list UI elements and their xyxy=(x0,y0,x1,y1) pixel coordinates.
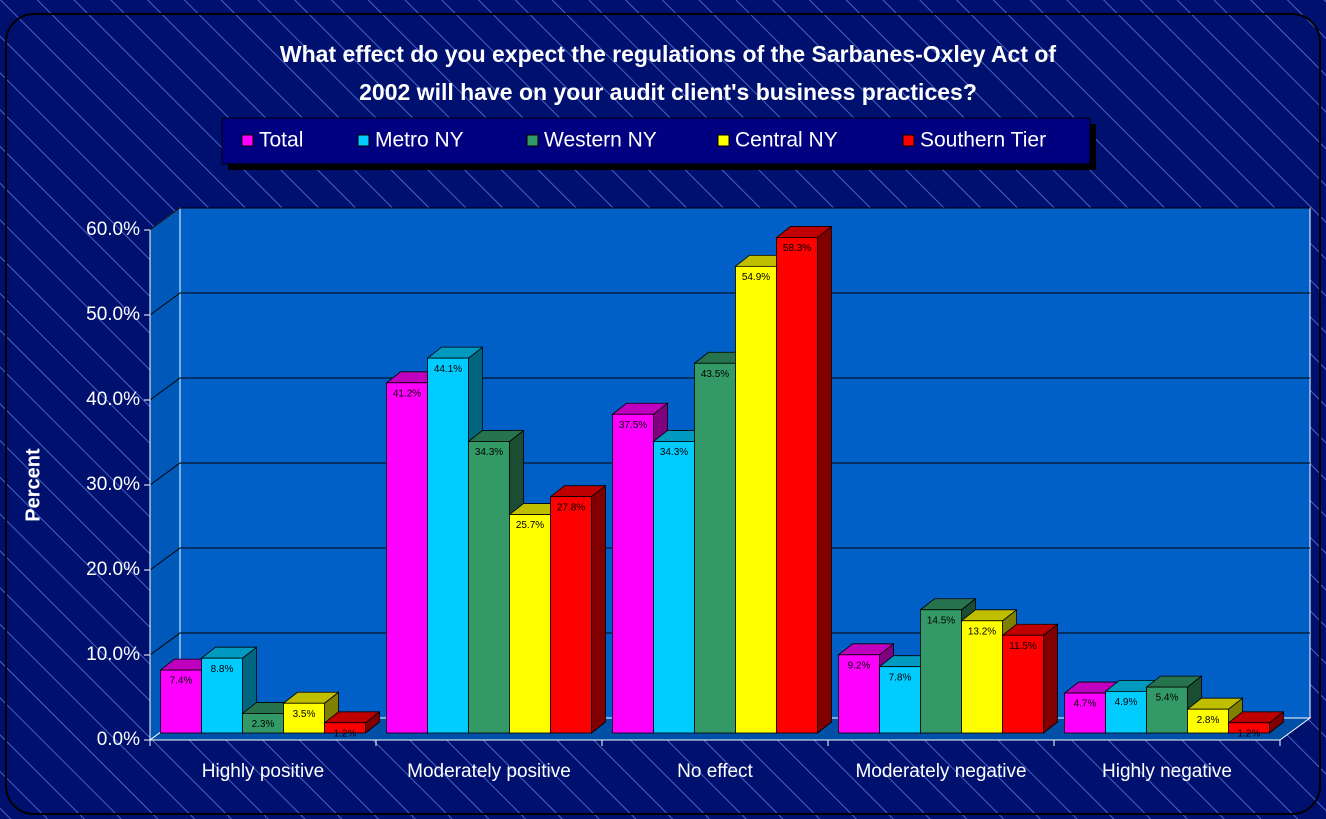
data-label: 58.3% xyxy=(783,243,811,254)
legend-label: Central NY xyxy=(735,129,838,152)
bar-front xyxy=(283,702,325,734)
data-label: 54.9% xyxy=(742,272,770,283)
legend-swatch xyxy=(526,134,539,147)
bar-front xyxy=(1002,634,1044,734)
bar xyxy=(775,225,833,734)
bar-front xyxy=(1146,686,1188,734)
x-tick-label: Moderately negative xyxy=(855,761,1026,782)
data-label: 8.8% xyxy=(211,664,234,675)
bar xyxy=(919,597,977,734)
y-tick-label: 50.0% xyxy=(86,304,140,325)
bar-front xyxy=(386,382,428,734)
bar-side xyxy=(1043,623,1058,734)
y-tick-label: 60.0% xyxy=(86,219,140,240)
data-label: 2.8% xyxy=(1197,715,1220,726)
chart-title: What effect do you expect the regulation… xyxy=(280,41,1057,67)
grid-line xyxy=(149,547,1310,571)
data-label: 9.2% xyxy=(848,660,871,671)
bar-front xyxy=(961,620,1003,734)
bar-front xyxy=(1105,690,1147,734)
y-tick-label: 0.0% xyxy=(97,729,140,750)
data-label: 4.9% xyxy=(1115,697,1138,708)
data-label: 5.4% xyxy=(1156,693,1179,704)
bar-front xyxy=(509,514,551,734)
data-label: 13.2% xyxy=(968,626,996,637)
bar-front xyxy=(1228,722,1270,734)
bar-front xyxy=(735,265,777,734)
legend-label: Southern Tier xyxy=(920,129,1046,152)
data-label: 1.2% xyxy=(1238,728,1261,739)
y-tick-label: 10.0% xyxy=(86,644,140,665)
data-label: 34.3% xyxy=(475,447,503,458)
bar-front xyxy=(838,654,880,734)
legend-label: Western NY xyxy=(544,129,657,152)
legend-swatch xyxy=(357,134,370,147)
legend-label: Metro NY xyxy=(375,129,464,152)
bar-front xyxy=(427,357,469,734)
bar-front xyxy=(694,362,736,734)
data-label: 34.3% xyxy=(660,447,688,458)
bar-front xyxy=(920,609,962,734)
bar-front xyxy=(468,441,510,734)
grid-line xyxy=(149,292,1310,316)
grid-line xyxy=(149,207,1310,231)
bar-front xyxy=(612,413,654,734)
legend-swatch xyxy=(717,134,730,147)
data-label: 43.5% xyxy=(701,369,729,380)
bar-front xyxy=(776,237,818,734)
bar-front xyxy=(653,441,695,734)
y-tick-label: 30.0% xyxy=(86,474,140,495)
legend-swatch xyxy=(902,134,915,147)
grid-line xyxy=(149,462,1310,486)
x-tick-label: Highly negative xyxy=(1102,761,1232,782)
data-label: 11.5% xyxy=(1009,641,1037,652)
data-label: 44.1% xyxy=(434,364,462,375)
x-tick-label: Highly positive xyxy=(202,761,325,782)
x-tick-label: Moderately positive xyxy=(407,761,571,782)
plot: What effect do you expect the regulation… xyxy=(22,41,1312,782)
data-label: 2.3% xyxy=(252,719,275,730)
bar xyxy=(323,710,381,734)
x-tick-label: No effect xyxy=(677,761,753,782)
bar-front xyxy=(201,657,243,734)
data-label: 1.2% xyxy=(334,728,357,739)
legend-label: Total xyxy=(259,129,303,152)
bar-side xyxy=(817,225,832,734)
chart-border xyxy=(5,13,1321,815)
bar-front xyxy=(1064,692,1106,734)
data-label: 7.4% xyxy=(170,676,193,687)
y-tick-label: 20.0% xyxy=(86,559,140,580)
data-label: 37.5% xyxy=(619,420,647,431)
data-label: 27.8% xyxy=(557,502,585,513)
data-label: 4.7% xyxy=(1074,699,1097,710)
y-axis-title: Percent xyxy=(22,448,44,522)
bar-front xyxy=(550,496,592,734)
legend-swatch xyxy=(241,134,254,147)
data-label: 14.5% xyxy=(927,615,955,626)
chart-title: 2002 will have on your audit client's bu… xyxy=(359,79,977,105)
y-tick-label: 40.0% xyxy=(86,389,140,410)
bar-front xyxy=(160,669,202,734)
bar xyxy=(549,484,607,734)
bar-front xyxy=(1187,708,1229,734)
bar xyxy=(1001,623,1059,734)
data-label: 3.5% xyxy=(293,709,316,720)
bar xyxy=(1227,710,1285,734)
bar-front xyxy=(324,722,366,734)
grid-line xyxy=(149,377,1310,401)
data-label: 41.2% xyxy=(393,388,421,399)
data-label: 7.8% xyxy=(889,672,912,683)
data-label: 25.7% xyxy=(516,520,544,531)
bar-side xyxy=(591,484,606,734)
